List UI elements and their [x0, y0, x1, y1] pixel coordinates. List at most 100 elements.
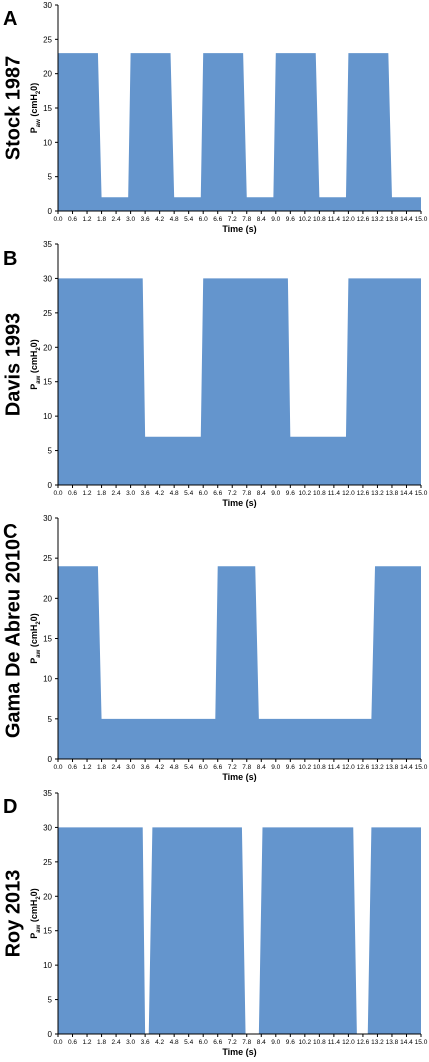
- y-tick-label: 30: [43, 274, 52, 283]
- x-tick-label: 4.8: [170, 764, 179, 771]
- y-tick-label: 0: [48, 755, 53, 764]
- y-tick-label: 20: [43, 70, 52, 79]
- x-tick-label: 12.0: [342, 764, 355, 771]
- y-tick-label: 10: [43, 138, 52, 147]
- panel-letter: A: [3, 8, 17, 30]
- x-tick-label: 4.8: [170, 216, 179, 223]
- study-label: Stock 1987: [2, 56, 24, 161]
- x-tick-label: 9.6: [286, 764, 295, 771]
- y-label-part: 0): [29, 613, 39, 621]
- x-tick-label: 7.8: [242, 216, 251, 223]
- y-label-part: P: [29, 127, 39, 133]
- x-tick-label: 8.4: [257, 764, 266, 771]
- x-tick-label: 0.0: [53, 1039, 62, 1046]
- x-tick-label: 12.6: [357, 1039, 370, 1046]
- y-tick-label: 25: [43, 858, 52, 867]
- x-tick-label: 4.2: [155, 490, 164, 497]
- x-tick-label: 6.6: [213, 216, 222, 223]
- x-tick-label: 7.2: [228, 764, 237, 771]
- x-tick-label: 3.6: [141, 1039, 150, 1046]
- x-tick-label: 1.8: [97, 764, 106, 771]
- x-tick-label: 0.6: [68, 764, 77, 771]
- x-tick-label: 2.4: [112, 1039, 121, 1046]
- x-tick-label: 11.4: [328, 216, 341, 223]
- x-tick-label: 9.0: [271, 764, 280, 771]
- x-tick-label: 15.0: [415, 490, 428, 497]
- y-label-part: P: [29, 658, 39, 664]
- study-label: Roy 2013: [2, 870, 24, 958]
- x-tick-label: 11.4: [328, 1039, 341, 1046]
- x-tick-label: 15.0: [415, 1039, 428, 1046]
- x-tick-label: 0.6: [68, 1039, 77, 1046]
- x-tick-label: 6.0: [199, 490, 208, 497]
- x-tick-label: 6.6: [213, 764, 222, 771]
- x-tick-label: 4.8: [170, 490, 179, 497]
- x-tick-label: 1.8: [97, 1039, 106, 1046]
- y-label-subscript: 2: [36, 621, 42, 625]
- y-label-part: (cmH: [29, 900, 39, 925]
- y-axis-label: Paw (cmH20): [29, 83, 42, 133]
- x-tick-label: 13.8: [386, 216, 399, 223]
- y-tick-label: 5: [48, 173, 53, 182]
- x-tick-label: 0.0: [53, 490, 62, 497]
- x-tick-label: 7.8: [242, 1039, 251, 1046]
- x-tick-label: 9.6: [286, 216, 295, 223]
- pressure-area: [58, 53, 421, 211]
- pressure-area: [58, 566, 421, 759]
- y-tick-label: 5: [48, 715, 53, 724]
- chart-panel-b: B Davis 1993 0 5 10 15 20 25 30 35 0.0 0.6 1.2 1.8 2.4…: [2, 240, 427, 508]
- x-tick-label: 10.2: [299, 1039, 312, 1046]
- y-axis-label: Paw (cmH20): [29, 339, 42, 389]
- x-tick-label: 12.6: [357, 764, 370, 771]
- y-label-part: 0): [29, 83, 39, 91]
- y-tick-label: 35: [43, 789, 52, 798]
- x-tick-label: 4.8: [170, 1039, 179, 1046]
- x-tick-label: 9.0: [271, 216, 280, 223]
- y-label-subscript: 2: [36, 347, 42, 351]
- panel-letter: B: [3, 248, 17, 270]
- y-tick-label: 25: [43, 35, 52, 44]
- y-tick-label: 5: [48, 996, 53, 1005]
- x-tick-label: 0.6: [68, 490, 77, 497]
- pressure-area: [58, 278, 421, 485]
- y-tick-label: 25: [43, 554, 52, 563]
- x-tick-label: 6.0: [199, 764, 208, 771]
- x-tick-label: 11.4: [328, 764, 341, 771]
- x-axis-label: Time (s): [222, 772, 256, 782]
- x-tick-label: 0.0: [53, 764, 62, 771]
- x-tick-label: 2.4: [112, 216, 121, 223]
- x-tick-label: 15.0: [415, 764, 428, 771]
- x-tick-label: 12.0: [342, 490, 355, 497]
- y-label-subscript: 2: [36, 896, 42, 900]
- y-tick-label: 10: [43, 412, 52, 421]
- pressure-area: [58, 827, 421, 1034]
- y-axis-label: Paw (cmH20): [29, 888, 42, 938]
- y-tick-label: 20: [43, 594, 52, 603]
- y-tick-label: 35: [43, 240, 52, 249]
- y-tick-label: 25: [43, 309, 52, 318]
- study-label: Gama De Abreu 2010: [2, 539, 24, 738]
- x-tick-label: 1.8: [97, 216, 106, 223]
- x-tick-label: 6.6: [213, 1039, 222, 1046]
- panel-letter: D: [3, 796, 17, 818]
- y-tick-label: 0: [48, 481, 53, 490]
- y-tick-label: 10: [43, 961, 52, 970]
- y-tick-label: 0: [48, 1030, 53, 1039]
- x-tick-label: 2.4: [112, 490, 121, 497]
- y-tick-label: 0: [48, 207, 53, 216]
- x-tick-label: 12.6: [357, 490, 370, 497]
- y-tick-label: 10: [43, 675, 52, 684]
- x-tick-label: 1.2: [83, 764, 92, 771]
- x-tick-label: 9.0: [271, 490, 280, 497]
- x-tick-label: 10.2: [299, 764, 312, 771]
- y-label-part: 0): [29, 888, 39, 896]
- x-tick-label: 3.0: [126, 490, 135, 497]
- x-tick-label: 9.6: [286, 1039, 295, 1046]
- y-tick-label: 15: [43, 635, 52, 644]
- x-tick-label: 1.2: [83, 1039, 92, 1046]
- x-tick-label: 14.4: [400, 1039, 413, 1046]
- x-tick-label: 4.2: [155, 764, 164, 771]
- x-tick-label: 3.0: [126, 1039, 135, 1046]
- y-label-part: 0): [29, 339, 39, 347]
